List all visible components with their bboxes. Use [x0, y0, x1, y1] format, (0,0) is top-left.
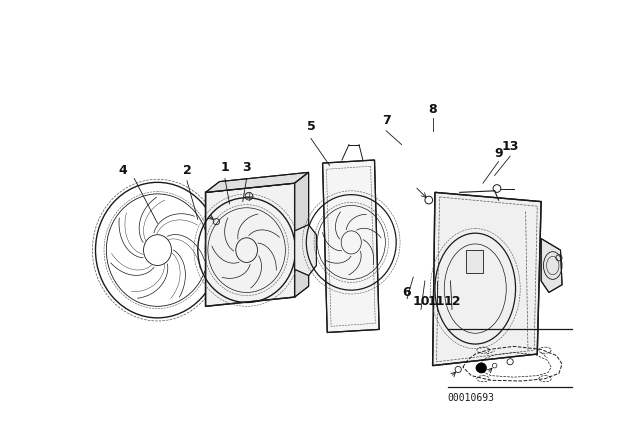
Text: 11: 11 — [428, 295, 445, 308]
Text: 6: 6 — [403, 286, 412, 299]
Polygon shape — [323, 160, 379, 332]
Bar — [466, 250, 483, 273]
Text: 3: 3 — [243, 161, 251, 174]
Text: 5: 5 — [307, 121, 316, 134]
Text: 2: 2 — [182, 164, 191, 177]
Text: 8: 8 — [428, 103, 437, 116]
Polygon shape — [205, 172, 308, 192]
Text: 13: 13 — [501, 140, 519, 153]
Text: 1: 1 — [221, 161, 229, 174]
Text: 10: 10 — [412, 295, 429, 308]
Text: 00010693: 00010693 — [448, 392, 495, 403]
Polygon shape — [433, 192, 541, 366]
Text: 12: 12 — [444, 295, 461, 308]
Polygon shape — [205, 183, 294, 306]
Polygon shape — [541, 238, 562, 293]
Text: 7: 7 — [381, 114, 390, 127]
Polygon shape — [294, 172, 308, 297]
Text: 4: 4 — [118, 164, 127, 177]
Circle shape — [476, 362, 487, 373]
Text: 9: 9 — [494, 147, 503, 160]
Polygon shape — [294, 225, 316, 276]
